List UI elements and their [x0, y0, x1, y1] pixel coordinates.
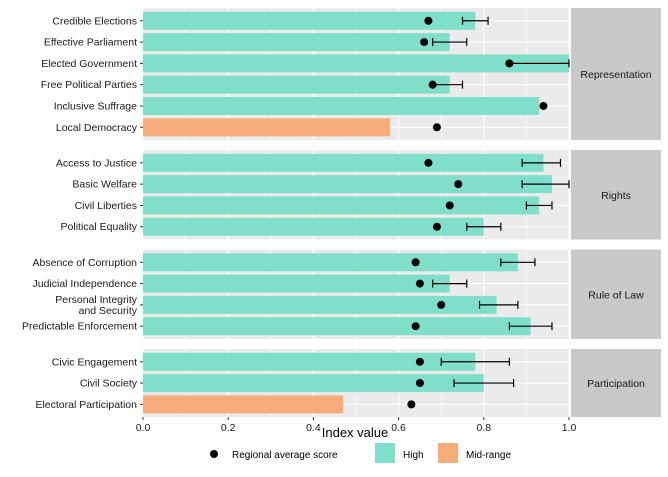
point-electoral-participation [407, 400, 416, 409]
x-tick-label: 0.6 [391, 422, 406, 434]
panel-participation: Participation Civic Engagement Civil Socie… [35, 348, 661, 418]
errorbar-credible-elections [461, 16, 489, 25]
point-inclusive-suffrage [539, 101, 548, 110]
bar-civil-society [143, 374, 484, 393]
point-judicial-independence [415, 279, 424, 288]
y-tick-label: Free Political Parties [41, 79, 137, 91]
errorbar-basic-welfare [521, 180, 570, 189]
bar-political-equality [143, 217, 484, 236]
y-tick-label: Electoral Participation [35, 399, 137, 411]
x-axis-title: Index value [322, 425, 389, 440]
point-civic-engagement [415, 357, 424, 366]
bar-personal-integrity-and-security [143, 295, 497, 314]
errorbar-effective-parliament [432, 38, 468, 47]
point-civil-liberties [445, 201, 454, 210]
y-tick-label: Predictable Enforcement [22, 321, 137, 333]
point-predictable-enforcement [411, 322, 420, 331]
y-tick-label: Effective Parliament [44, 37, 137, 49]
errorbar-civil-liberties [525, 201, 553, 210]
errorbar-predictable-enforcement [508, 322, 553, 331]
y-tick-label: Elected Government [41, 58, 137, 70]
bar-credible-elections [143, 11, 476, 30]
x-tick-label: 1.0 [562, 422, 577, 434]
errorbar-civil-society [453, 379, 515, 388]
y-tick-label: Absence of Corruption [33, 257, 138, 269]
y-tick-label: Personal Integrity and Security [55, 294, 137, 317]
legend: Regional average score High Mid-range [210, 443, 511, 463]
errorbar-personal-integrity-and-security [478, 300, 519, 309]
legend-label-high: High [403, 450, 424, 461]
point-basic-welfare [454, 180, 463, 189]
point-personal-integrity-and-security [437, 300, 446, 309]
y-tick-label: Local Democracy [56, 122, 138, 134]
errorbar-access-to-justice [521, 158, 562, 167]
panel-strip [571, 150, 661, 240]
errorbar-absence-of-corruption [500, 258, 536, 267]
panel-strip-label: Representation [580, 69, 651, 81]
bar-civil-liberties [143, 196, 540, 215]
panel-strip-label: Participation [587, 378, 645, 390]
panel-rights: Rights Access to Justice Basic Welfare Civi… [56, 150, 661, 240]
panel-representation: Representation Credible Elections Effectiv… [41, 8, 661, 141]
y-tick-label: Civic Engagement [52, 356, 137, 368]
y-tick-label: Civil Liberties [75, 200, 137, 212]
errorbar-civic-engagement [440, 357, 510, 366]
point-civil-society [415, 379, 424, 388]
errorbar-judicial-independence [432, 279, 468, 288]
bar-electoral-participation [143, 395, 344, 414]
point-elected-government [505, 59, 514, 68]
legend-label-mid-range: Mid-range [466, 450, 511, 461]
bar-absence-of-corruption [143, 253, 518, 272]
point-political-equality [432, 222, 441, 231]
y-tick-label: Civil Society [80, 378, 138, 390]
x-tick-label: 0.4 [306, 422, 321, 434]
panel-rule-of-law: Rule of Law Absence of Corruption Judicial… [22, 249, 661, 339]
y-tick-label: Basic Welfare [72, 179, 137, 191]
bar-free-political-parties [143, 75, 450, 94]
panel-strip [571, 348, 661, 418]
panel-strip-label: Rule of Law [588, 289, 644, 301]
legend-point-marker [210, 450, 218, 458]
bar-predictable-enforcement [143, 317, 531, 336]
bar-elected-government [143, 54, 569, 73]
bar-basic-welfare [143, 175, 552, 194]
point-access-to-justice [424, 158, 433, 167]
y-tick-label: Credible Elections [52, 15, 137, 27]
x-axis: 0.0 0.2 0.4 0.6 0.8 1.0 [136, 417, 577, 434]
y-tick-label: Inclusive Suffrage [54, 100, 137, 112]
point-effective-parliament [420, 38, 429, 47]
chart-panels: Representation Credible Elections Effectiv… [22, 8, 661, 418]
bar-inclusive-suffrage [143, 96, 540, 115]
bar-civic-engagement [143, 352, 476, 371]
legend-swatch-high [375, 443, 395, 463]
legend-point-label: Regional average score [232, 450, 338, 461]
x-tick-label: 0.2 [221, 422, 236, 434]
y-tick-label: Judicial Independence [33, 278, 138, 290]
point-credible-elections [424, 16, 433, 25]
x-tick-label: 0.0 [136, 422, 151, 434]
x-tick-label: 0.8 [476, 422, 491, 434]
bar-effective-parliament [143, 33, 450, 52]
bar-access-to-justice [143, 153, 544, 172]
legend-swatch-mid-range [438, 443, 458, 463]
bar-local-democracy [143, 118, 391, 137]
point-absence-of-corruption [411, 258, 420, 267]
panel-strip [571, 8, 661, 141]
y-tick-label: Political Equality [61, 221, 138, 233]
point-local-democracy [432, 123, 441, 132]
panel-strip [571, 249, 661, 339]
errorbar-political-equality [466, 222, 502, 231]
point-free-political-parties [428, 80, 437, 89]
panel-strip-label: Rights [601, 190, 631, 202]
y-tick-label: Access to Justice [56, 157, 137, 169]
bar-judicial-independence [143, 274, 450, 293]
